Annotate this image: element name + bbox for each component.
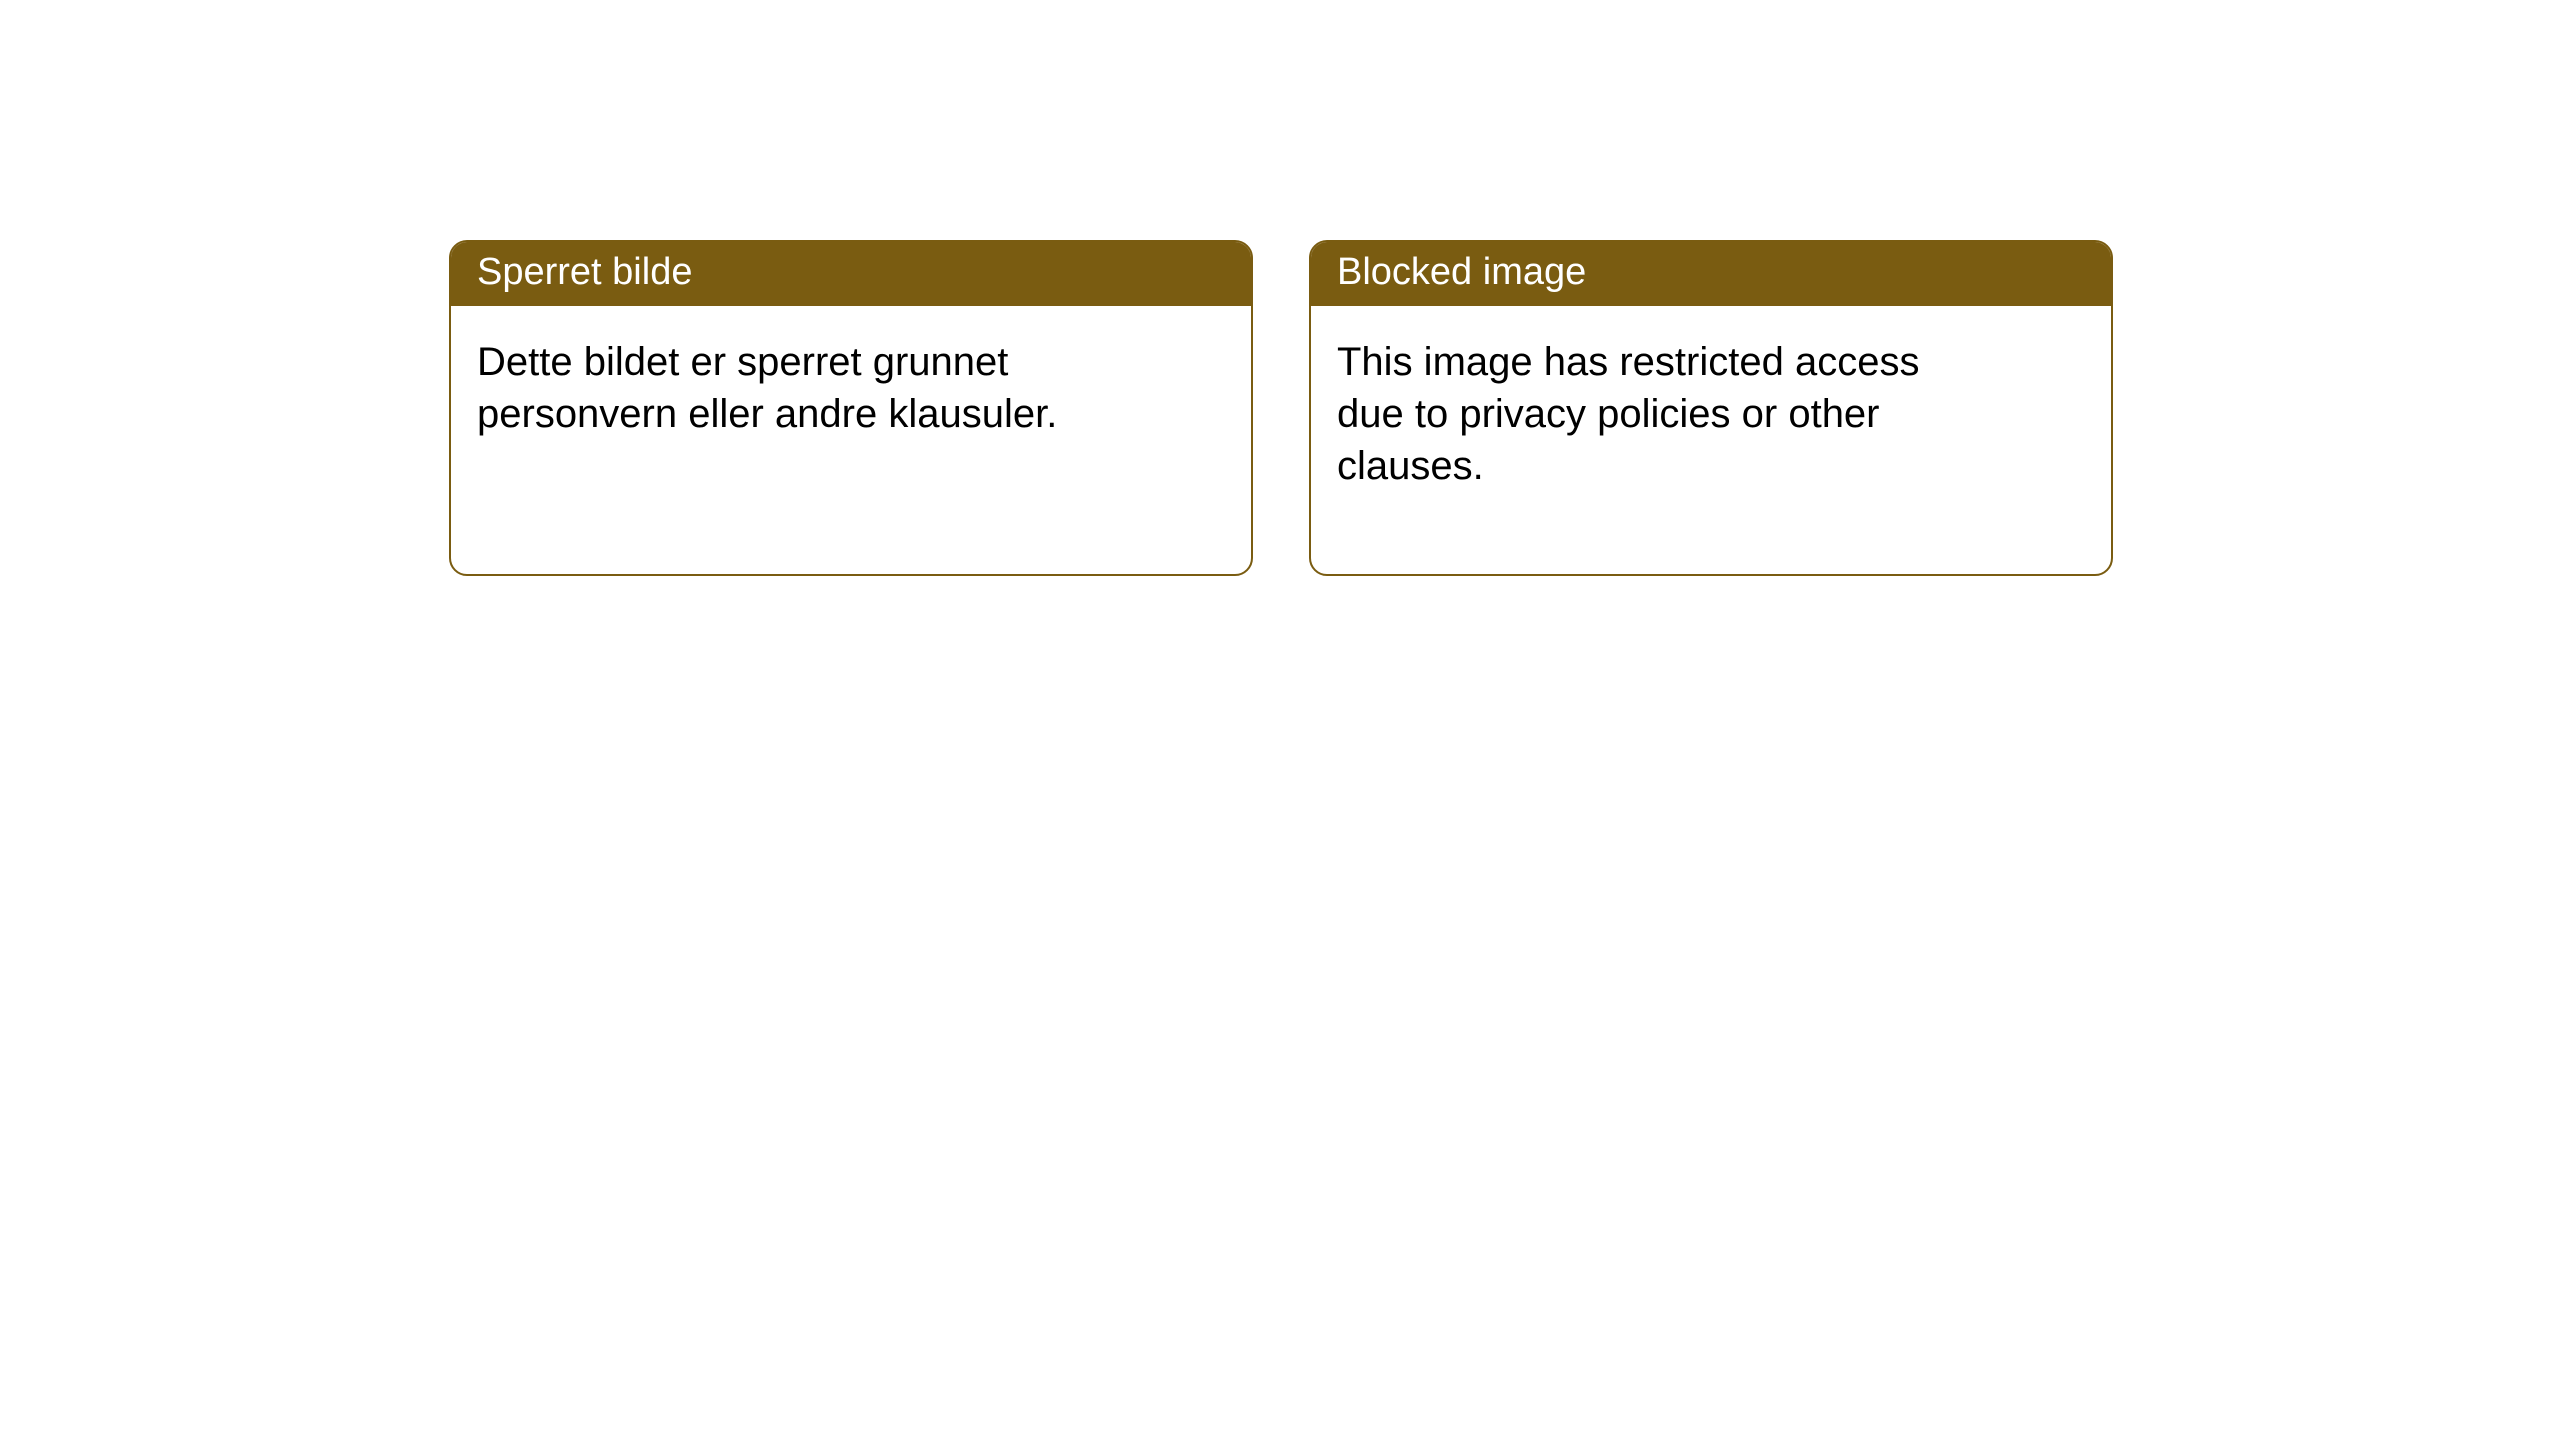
notice-header: Sperret bilde xyxy=(451,242,1251,306)
notice-card-english: Blocked image This image has restricted … xyxy=(1309,240,2113,576)
notice-card-norwegian: Sperret bilde Dette bildet er sperret gr… xyxy=(449,240,1253,576)
notice-header: Blocked image xyxy=(1311,242,2111,306)
notice-container: Sperret bilde Dette bildet er sperret gr… xyxy=(449,240,2113,576)
notice-body: Dette bildet er sperret grunnet personve… xyxy=(451,306,1151,470)
notice-body: This image has restricted access due to … xyxy=(1311,306,2011,522)
